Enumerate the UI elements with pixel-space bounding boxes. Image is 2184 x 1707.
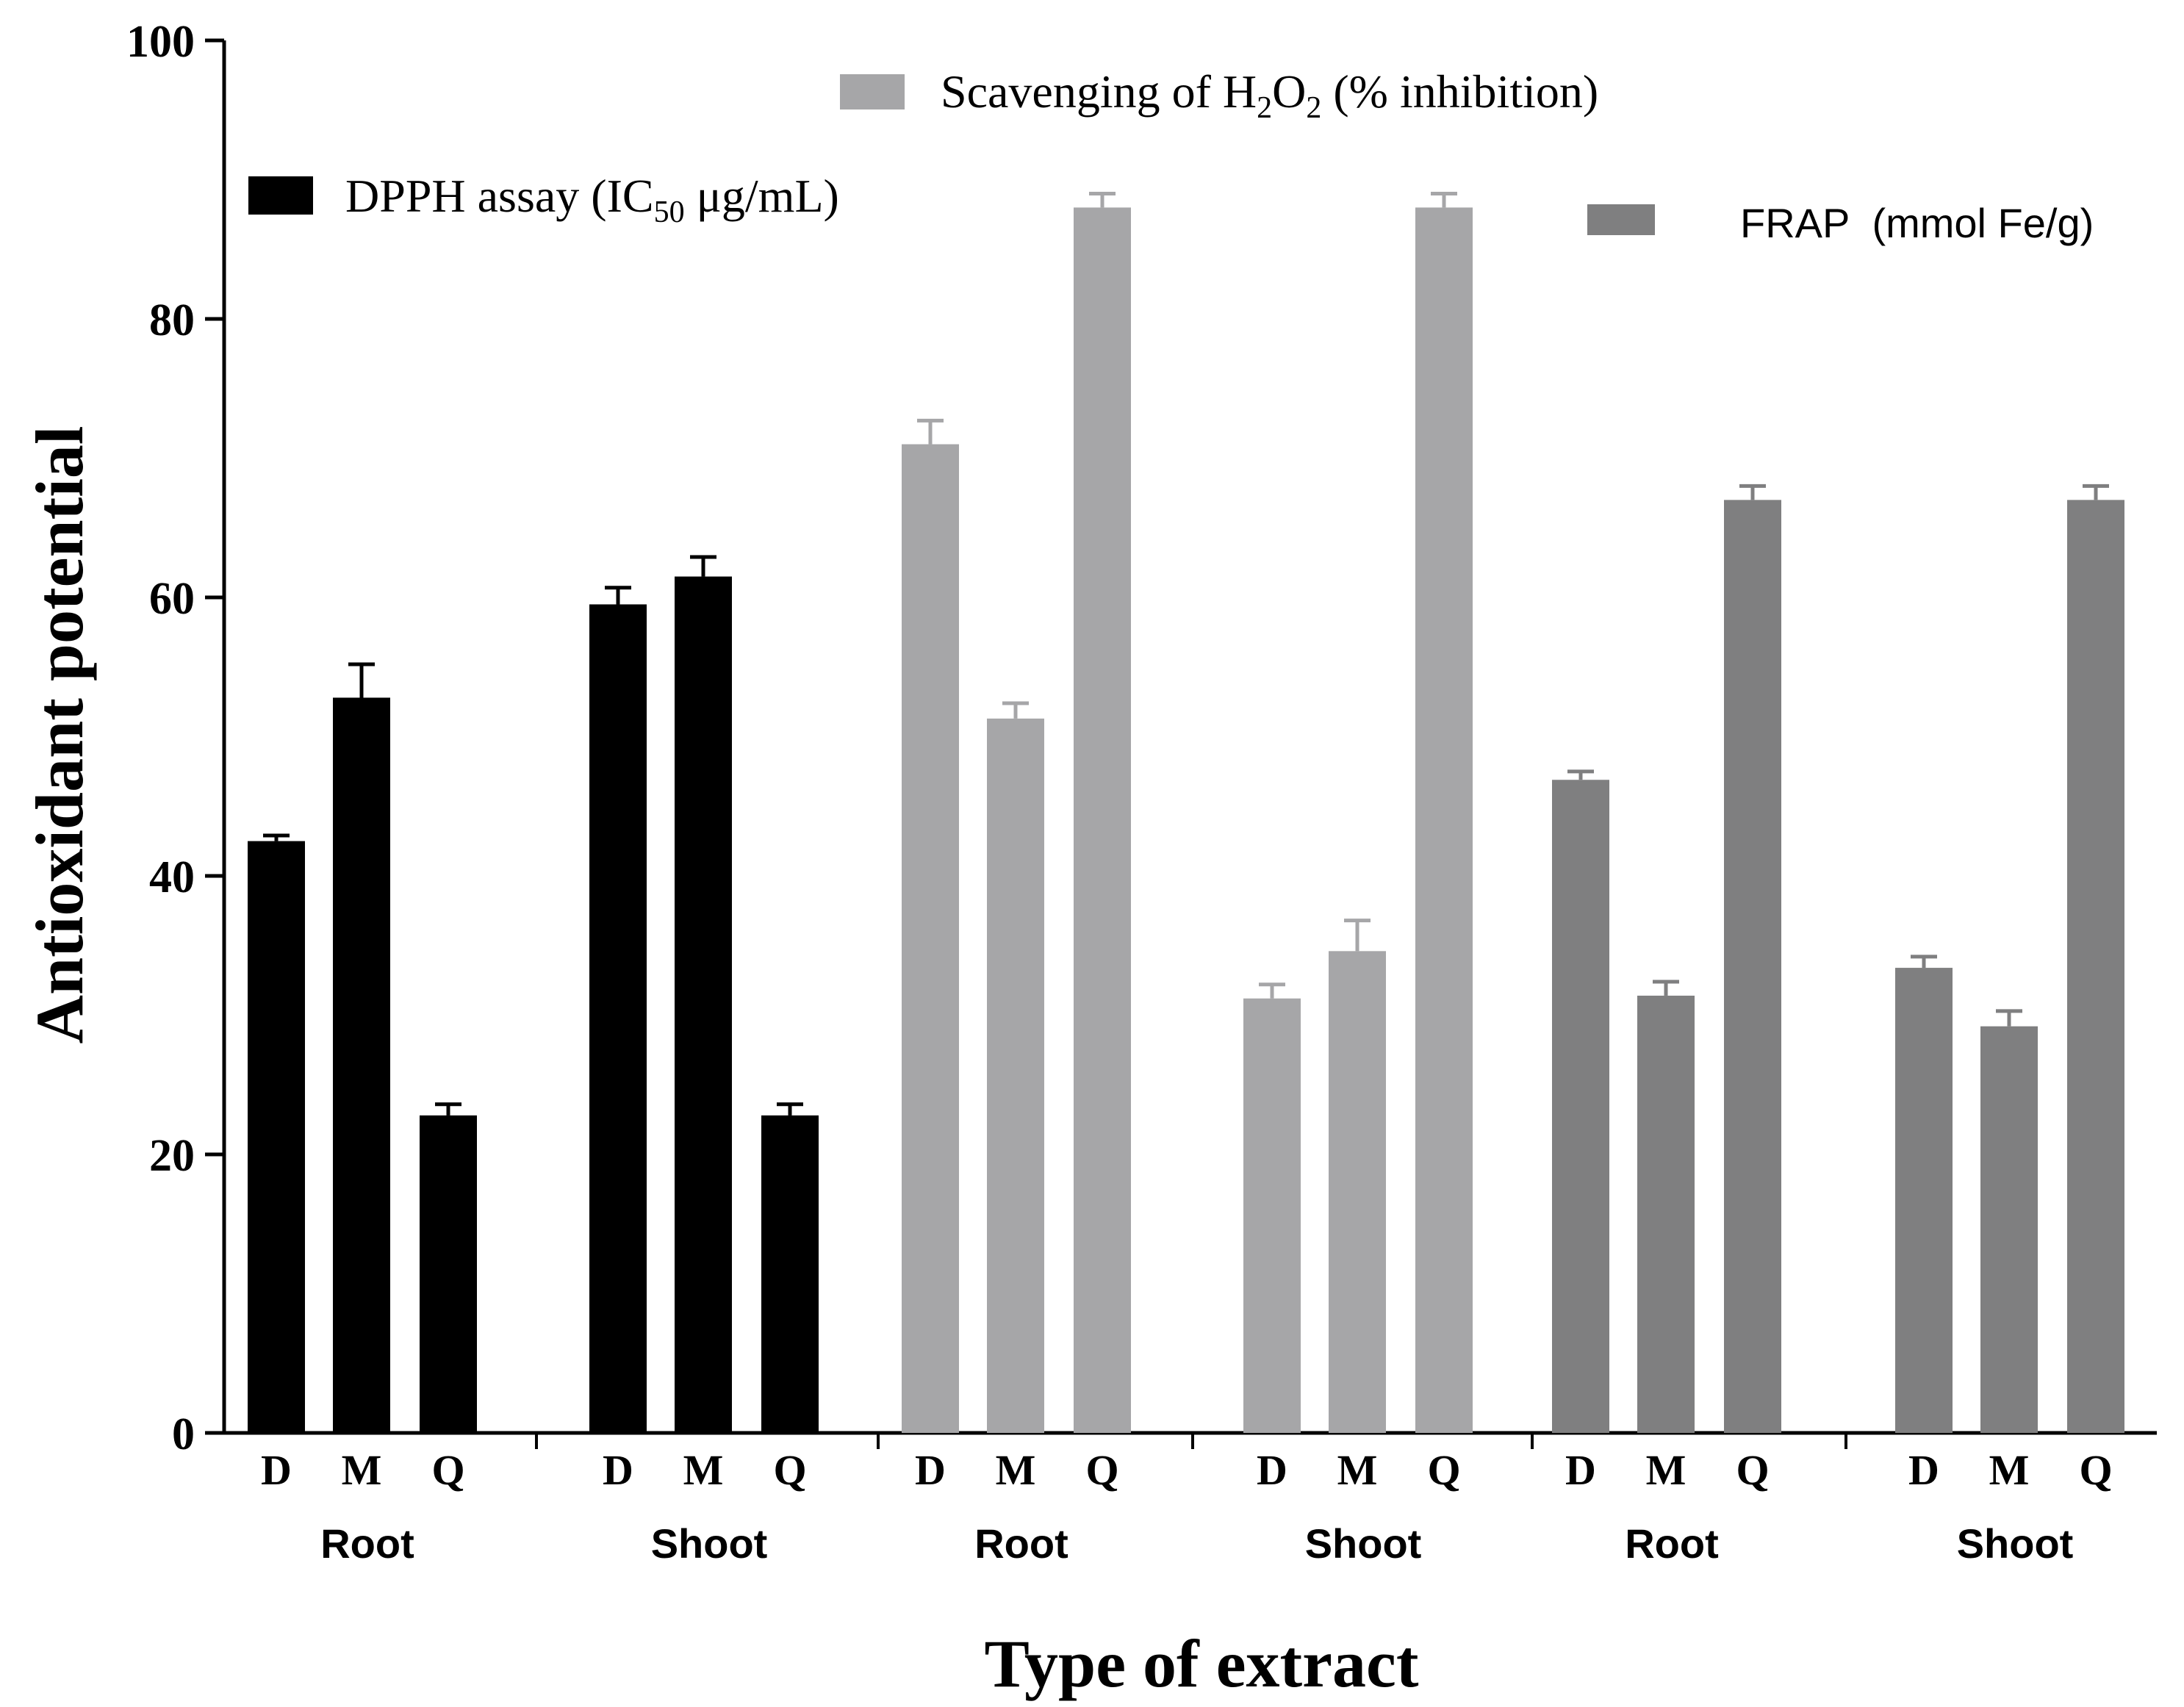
x-tick-label: Q: [431, 1446, 464, 1494]
bar-s2-3: [1895, 968, 1953, 1433]
bar-s0-0: [248, 841, 305, 1433]
bars: [248, 207, 2124, 1434]
y-tick-label: 40: [149, 852, 195, 902]
legend-swatch-h2o2: [840, 74, 905, 109]
x-tick-label: M: [1337, 1446, 1378, 1494]
bar-s0-3: [589, 604, 647, 1433]
group-label: Shoot: [651, 1520, 768, 1567]
y-tick-label: 100: [126, 17, 195, 67]
bar-s1-2: [1074, 207, 1131, 1433]
x-tick-label: D: [1565, 1446, 1596, 1494]
bar-s2-2: [1724, 500, 1781, 1433]
legend-swatch-dpph: [248, 176, 313, 215]
legend-h2o2: Scavenging of H2O2 (% inhibition): [840, 65, 1598, 125]
x-tick-label: Q: [1736, 1446, 1769, 1494]
bar-s0-2: [420, 1115, 477, 1433]
x-tick-label: M: [683, 1446, 724, 1494]
bar-s1-0: [902, 444, 959, 1433]
bar-s0-4: [675, 576, 732, 1434]
bar-s2-4: [1980, 1026, 2038, 1433]
y-tick-label: 60: [149, 574, 195, 624]
x-tick-label: M: [1989, 1446, 2030, 1494]
y-tick-label: 80: [149, 295, 195, 345]
x-tick-label: Q: [1427, 1446, 1460, 1494]
bar-s1-3: [1243, 998, 1301, 1433]
bar-s0-1: [333, 697, 390, 1433]
group-label: Root: [1625, 1520, 1719, 1567]
x-tick-label: M: [1646, 1446, 1687, 1494]
legend-label-frap: FRAP (mmol Fe/g): [1740, 200, 2094, 246]
group-label: Root: [320, 1520, 414, 1567]
x-tick-label: D: [1908, 1446, 1939, 1494]
group-labels: Root Shoot Root Shoot Root Shoot: [320, 1520, 2073, 1567]
x-tick-label: Q: [2079, 1446, 2112, 1494]
bar-s2-1: [1637, 995, 1695, 1433]
legend-dpph: DPPH assay (IC50 μg/mL): [248, 170, 839, 229]
group-label: Shoot: [1957, 1520, 2074, 1567]
legend-swatch-frap: [1587, 204, 1655, 235]
bar-s2-5: [2067, 500, 2124, 1433]
legend-label-h2o2: Scavenging of H2O2 (% inhibition): [941, 65, 1598, 125]
y-ticks: 0 20 40 60 80 100: [126, 17, 224, 1459]
y-tick-label: 0: [172, 1409, 195, 1459]
y-tick-label: 20: [149, 1131, 195, 1181]
x-tick-label: M: [342, 1446, 382, 1494]
bar-s1-4: [1329, 951, 1386, 1433]
x-axis-title: Type of extract: [985, 1626, 1419, 1701]
legend-frap: FRAP (mmol Fe/g): [1587, 200, 2094, 246]
y-axis-title: Antioxidant potential: [22, 426, 97, 1044]
group-label: Root: [974, 1520, 1068, 1567]
bar-s2-0: [1552, 780, 1609, 1433]
x-tick-label: Q: [1085, 1446, 1118, 1494]
bar-s1-5: [1415, 207, 1473, 1433]
x-tick-label: D: [915, 1446, 946, 1494]
x-tick-label: M: [996, 1446, 1036, 1494]
bar-s0-5: [761, 1115, 819, 1433]
error-bars: [263, 191, 2109, 1115]
x-tick-label: D: [261, 1446, 292, 1494]
bar-s1-1: [987, 718, 1044, 1433]
group-label: Shoot: [1305, 1520, 1422, 1567]
x-tick-label: D: [1257, 1446, 1287, 1494]
x-tick-label: D: [603, 1446, 633, 1494]
legend-label-dpph: DPPH assay (IC50 μg/mL): [345, 170, 839, 229]
x-group-dividers: [535, 1433, 1847, 1449]
x-tick-label: Q: [773, 1446, 806, 1494]
